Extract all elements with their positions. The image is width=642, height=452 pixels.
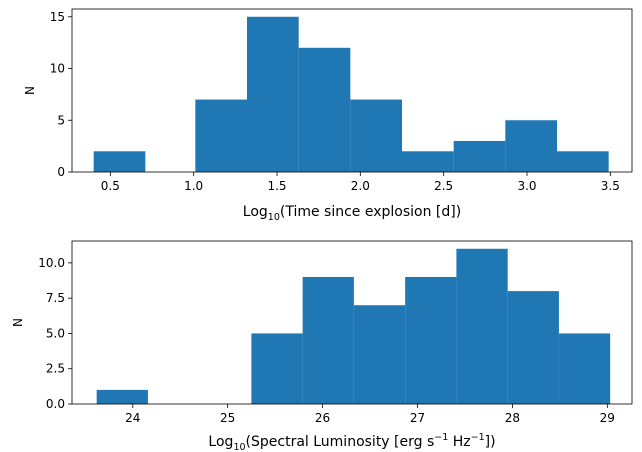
- bottom-x-axis-label: Log10(Spectral Luminosity [erg s−1 Hz−1]…: [208, 432, 495, 452]
- bottom-bar-4: [302, 276, 354, 404]
- top-bar-0: [93, 151, 146, 172]
- bottom-x-label-sub: 10: [233, 442, 245, 452]
- top-x-tick-label-2: 1.5: [267, 179, 286, 193]
- top-x-axis-label: Log10(Time since explosion [d]): [243, 204, 461, 223]
- top-x-label-sub: 10: [268, 212, 280, 223]
- top-y-ticks: 0 5 10 15: [50, 10, 72, 179]
- top-bar-6: [402, 151, 454, 172]
- bottom-x-label-sup1: −1: [434, 432, 448, 443]
- bottom-x-tick-label-0: 24: [125, 411, 140, 425]
- bottom-y-axis-label: N: [11, 318, 25, 327]
- bottom-x-tick-label-2: 26: [315, 411, 330, 425]
- top-y-tick-label-2: 10: [50, 62, 65, 76]
- bottom-x-label-mid: Hz: [448, 434, 470, 450]
- bottom-y-tick-label-4: 10.0: [38, 256, 65, 270]
- top-x-tick-label-6: 3.5: [601, 179, 620, 193]
- bottom-x-tick-label-4: 28: [505, 411, 520, 425]
- bottom-x-tick-label-1: 25: [220, 411, 235, 425]
- bottom-bar-6: [405, 276, 457, 404]
- bottom-histogram-bars: [96, 248, 611, 404]
- top-bar-4: [298, 47, 351, 173]
- bottom-y-tick-label-2: 5.0: [46, 326, 65, 340]
- bottom-bar-8: [507, 291, 559, 404]
- top-x-tick-label-0: 0.5: [101, 179, 120, 193]
- top-x-ticks: 0.5 1.0 1.5 2.0 2.5 3.0 3.5: [101, 172, 620, 193]
- bottom-y-tick-label-0: 0.0: [46, 397, 65, 411]
- top-x-tick-label-4: 2.5: [434, 179, 453, 193]
- bottom-x-tick-label-5: 29: [600, 411, 615, 425]
- bottom-histogram-panel: 24 25 26 27 28 29 0.0 2.5 5.0 7.5 10.0 Log10(Spec…: [11, 240, 633, 452]
- top-bar-8: [505, 120, 557, 172]
- top-bar-3: [247, 16, 299, 173]
- bottom-bar-7: [456, 248, 508, 404]
- bottom-bar-5: [353, 305, 406, 404]
- bottom-x-label-end: ]): [485, 434, 496, 450]
- bottom-x-label-main: Log: [208, 434, 233, 450]
- top-bar-2: [195, 99, 247, 172]
- top-y-tick-label-3: 15: [50, 10, 65, 24]
- top-bar-7: [453, 140, 506, 172]
- top-x-label-main: Log: [243, 204, 268, 220]
- bottom-x-label-sup2: −1: [471, 432, 485, 443]
- bottom-plot-frame: [71, 240, 633, 405]
- bottom-y-tick-label-3: 7.5: [46, 291, 65, 305]
- top-plot-frame: [71, 8, 633, 173]
- bottom-y-ticks: 0.0 2.5 5.0 7.5 10.0: [38, 256, 72, 411]
- top-bar-5: [350, 99, 402, 172]
- top-y-tick-label-1: 5: [57, 113, 65, 127]
- bottom-y-tick-label-1: 2.5: [46, 362, 65, 376]
- top-x-tick-label-5: 3.0: [517, 179, 536, 193]
- top-y-tick-label-0: 0: [57, 165, 65, 179]
- top-y-axis-label: N: [23, 86, 37, 95]
- bottom-x-ticks: 24 25 26 27 28 29: [125, 404, 615, 425]
- bottom-x-label-rest: (Spectral Luminosity [erg s: [246, 434, 435, 450]
- top-x-label-rest: (Time since explosion [d]): [280, 204, 461, 220]
- top-x-tick-label-1: 1.0: [184, 179, 203, 193]
- top-x-tick-label-3: 2.0: [351, 179, 370, 193]
- bottom-x-tick-label-3: 27: [410, 411, 425, 425]
- top-bar-9: [557, 151, 609, 172]
- bottom-bar-0: [96, 389, 148, 404]
- bottom-bar-9: [558, 333, 611, 404]
- bottom-bar-3: [251, 333, 303, 404]
- top-histogram-bars: [93, 16, 609, 173]
